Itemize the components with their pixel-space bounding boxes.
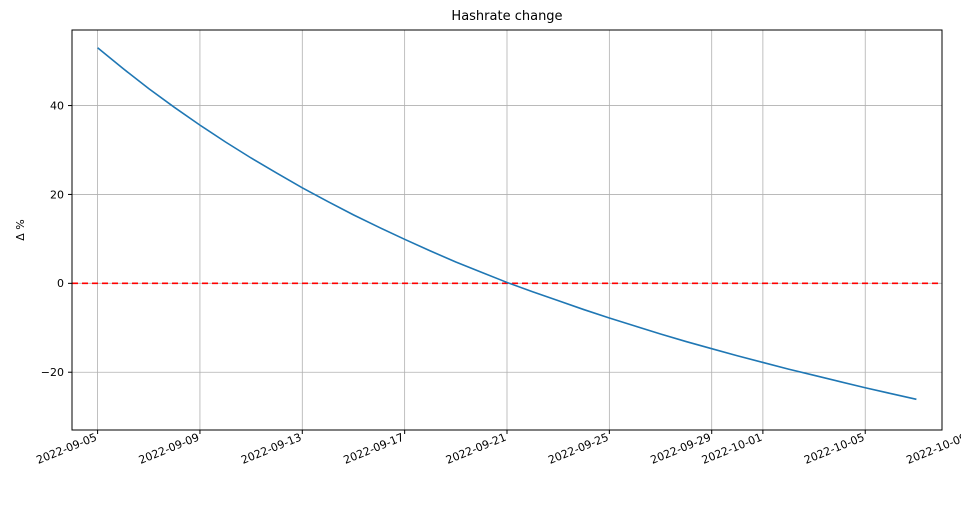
y-tick-label: −20 <box>41 366 64 379</box>
y-tick-label: 0 <box>57 277 64 290</box>
y-axis-label: Δ % <box>14 219 27 240</box>
hashrate-change-chart: 2022-09-052022-09-092022-09-132022-09-17… <box>0 0 961 509</box>
y-tick-label: 20 <box>50 188 64 201</box>
chart-title: Hashrate change <box>451 9 562 24</box>
y-tick-label: 40 <box>50 99 64 112</box>
